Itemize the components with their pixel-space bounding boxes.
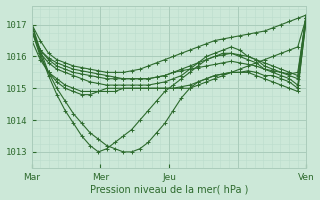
X-axis label: Pression niveau de la mer( hPa ): Pression niveau de la mer( hPa ) (90, 184, 248, 194)
